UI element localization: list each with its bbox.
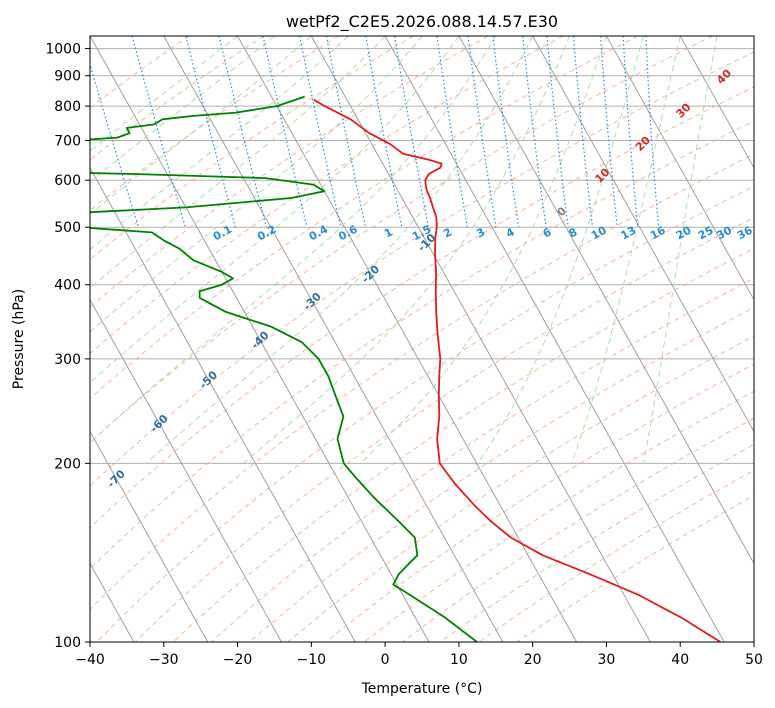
mixing-ratio-label: 36: [735, 224, 755, 243]
y-axis-title: Pressure (hPa): [11, 289, 27, 389]
x-tick-label: 50: [745, 652, 763, 668]
y-tick-label: 900: [54, 69, 81, 85]
dry-adiabat-line: [90, 36, 414, 261]
mixing-ratio-line: [645, 36, 660, 228]
dry-adiabat-line: [325, 363, 754, 642]
moist-adiabat-line: [476, 36, 644, 464]
moist-adiabat-line: [90, 36, 238, 152]
x-tick-label: −10: [297, 652, 327, 668]
dry-adiabat-line: [90, 120, 754, 570]
dry-adiabat-line: [90, 36, 639, 400]
x-axis-title: Temperature (°C): [361, 681, 483, 697]
dry-adiabat-line: [90, 36, 489, 308]
mixing-ratio-label: 25: [696, 224, 716, 243]
isotherm-line: [90, 430, 209, 642]
moist-adiabat-line: [643, 36, 718, 464]
mixing-ratio-label: 13: [619, 224, 639, 243]
dry-adiabat-line: [90, 36, 265, 161]
dry-adiabat-line: [90, 51, 754, 487]
mixing-ratio-line: [522, 36, 547, 228]
isotherm-line: [163, 36, 504, 642]
x-tick-label: 40: [671, 652, 689, 668]
moist-adiabat-line: [90, 36, 386, 289]
moist-adiabat-line: [90, 36, 275, 183]
y-tick-label: 500: [54, 220, 81, 236]
dry-adiabat-line: [90, 36, 713, 444]
moist-adiabat-line: [90, 36, 423, 333]
mixing-ratio-line: [622, 36, 639, 228]
mixing-ratio-line: [262, 36, 308, 228]
isotherm-line: [90, 166, 356, 642]
isotherm-line: [458, 36, 754, 565]
moist-adiabat-line: [90, 36, 460, 384]
x-tick-label: 30: [598, 652, 616, 668]
mixing-ratio-line: [299, 36, 342, 228]
isotherm-line: [532, 36, 754, 433]
temperature-line: [313, 98, 721, 642]
dry-adiabat-line: [90, 36, 190, 109]
x-tick-label: 10: [450, 652, 468, 668]
mixing-ratio-line: [218, 36, 267, 228]
mixing-ratio-line: [467, 36, 497, 228]
moist-adiabat-line: [90, 36, 312, 215]
mixing-ratio-line: [492, 36, 520, 228]
chart-title: wetPf2_C2E5.2026.088.14.57.E30: [286, 12, 558, 32]
plot-frame: [89, 35, 755, 643]
isotherm-line: [605, 36, 754, 301]
reference-lines: [90, 36, 754, 642]
series-layer: [90, 95, 721, 642]
y-tick-label: 100: [54, 635, 81, 651]
moist-adiabat-line: [243, 36, 571, 464]
mixing-ratio-line: [131, 36, 186, 228]
mixing-ratio-label: 16: [648, 224, 668, 243]
y-axis: 100 200 300 400 500 600 700 800 900 1000: [45, 42, 90, 651]
dry-adiabat-line: [249, 306, 754, 642]
dry-adiabat-line: [172, 247, 754, 642]
y-tick-label: 800: [54, 99, 81, 115]
y-tick-label: 700: [54, 133, 81, 149]
moist-adiabat-line: [90, 36, 349, 251]
y-tick-label: 1000: [45, 42, 81, 58]
x-tick-label: 20: [524, 652, 542, 668]
y-tick-label: 300: [54, 352, 81, 368]
dry-adiabat-line: [210, 277, 754, 642]
mixing-ratio-line: [90, 62, 139, 228]
mixing-ratio-label: 10: [589, 224, 609, 243]
isotherm-line: [384, 36, 725, 642]
x-tick-label: −20: [223, 652, 253, 668]
dry-adiabat-line: [90, 86, 754, 529]
dewpoint-line: [90, 95, 478, 642]
moist-adiabat-line: [90, 36, 497, 444]
x-tick-label: 0: [381, 652, 390, 668]
y-tick-label: 600: [54, 173, 81, 189]
moist-adiabat-line: [145, 36, 534, 464]
mixing-ratio-line: [600, 36, 618, 228]
moist-adiabat-line: [360, 36, 607, 464]
isotherm-line: [237, 36, 578, 642]
mixing-ratio-line: [572, 36, 594, 228]
y-tick-label: 200: [54, 456, 81, 472]
dry-adiabat-line: [287, 335, 754, 642]
x-tick-label: −30: [149, 652, 179, 668]
mixing-ratio-line: [546, 36, 569, 228]
isotherm-line: [679, 36, 754, 169]
mixing-ratio-label: 30: [714, 224, 734, 243]
dry-adiabat-line: [90, 36, 339, 212]
y-tick-label: 400: [54, 278, 81, 294]
x-axis: −40 −30 −20 −10 0 10 20 30 40 50: [75, 642, 763, 668]
isotherm-line: [90, 298, 282, 642]
x-tick-label: −40: [75, 652, 105, 668]
mixing-ratio-label: 20: [674, 224, 694, 243]
dry-adiabat-line: [96, 185, 754, 642]
